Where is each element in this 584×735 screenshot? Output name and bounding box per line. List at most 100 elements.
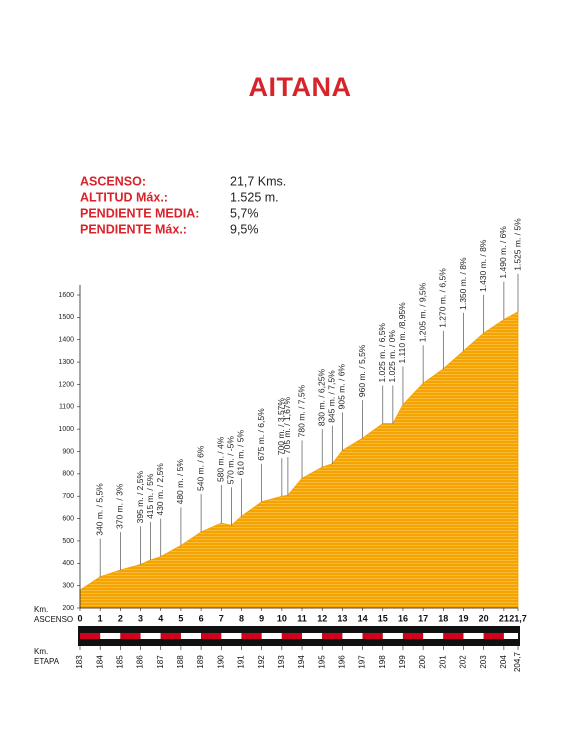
x2-tick-label: 184 xyxy=(95,655,104,669)
km-band-segment xyxy=(423,633,444,639)
y-tick-label: 900 xyxy=(62,448,74,455)
km-band-segment xyxy=(322,633,343,639)
stat-label: PENDIENTE MEDIA: xyxy=(80,206,199,220)
stat-value: 21,7 Kms. xyxy=(230,174,286,188)
km-band-segment xyxy=(382,633,403,639)
x2-tick-label: 199 xyxy=(398,655,407,669)
annotation-label: 960 m. / 5,5% xyxy=(357,344,367,397)
annotation-label: 1.205 m. / 9,5% xyxy=(417,282,427,342)
x-tick-label: 18 xyxy=(438,613,448,623)
y-tick-label: 800 xyxy=(62,471,74,478)
x-tick-label: 4 xyxy=(158,613,163,623)
annotation-label: 1.025 m. / 6,5% xyxy=(377,323,387,383)
annotation-label: 845 m. / 7,5% xyxy=(327,370,337,423)
x-tick-label: 17 xyxy=(418,613,428,623)
y-tick-label: 300 xyxy=(62,582,74,589)
annotation-label: 675 m. / 6,5% xyxy=(256,408,266,461)
x-tick-label: 9 xyxy=(259,613,264,623)
x2-tick-label: 194 xyxy=(297,655,306,669)
km-band-segment xyxy=(281,633,303,639)
x-tick-label: 11 xyxy=(297,613,307,623)
x2-axis-label: ETAPA xyxy=(34,657,60,666)
x2-tick-label: 195 xyxy=(317,655,326,669)
x2-tick-label: 203 xyxy=(479,655,488,669)
annotation-label: 340 m. / 5,5% xyxy=(94,483,104,536)
stat-value: 5,7% xyxy=(230,206,259,220)
annotation-label: 1.490 m. / 6% xyxy=(498,226,508,279)
x-tick-label: 20 xyxy=(479,613,489,623)
stat-label: ALTITUD Máx.: xyxy=(80,190,168,204)
km-band-segment xyxy=(302,633,323,639)
x2-tick-label: 191 xyxy=(237,655,246,669)
x2-tick-label: 183 xyxy=(75,655,84,669)
stat-label: PENDIENTE Máx.: xyxy=(80,222,187,236)
annotation-label: 570 m. / -5% xyxy=(226,436,236,485)
annotation-label: 700 m. / 3,57% xyxy=(276,398,286,456)
title: AITANA xyxy=(249,72,352,102)
km-band-segment xyxy=(483,633,504,639)
x2-axis-label: Km. xyxy=(34,647,48,656)
annotation-label: 430 m. / 2,5% xyxy=(155,463,165,516)
y-tick-label: 400 xyxy=(62,560,74,567)
x-tick-label: 15 xyxy=(378,613,388,623)
y-tick-label: 500 xyxy=(62,538,74,545)
annotation-label: 1.430 m. / 8% xyxy=(478,239,488,292)
annotation-label: 1.525 m. / 5% xyxy=(512,218,522,271)
x2-tick-label: 187 xyxy=(156,655,165,669)
x-tick-label: 6 xyxy=(199,613,204,623)
x-tick-label: 14 xyxy=(358,613,368,623)
km-band-segment xyxy=(463,633,484,639)
y-tick-label: 1100 xyxy=(59,404,74,411)
annotation-label: 580 m. / 4% xyxy=(216,436,226,482)
x-tick-label: 3 xyxy=(138,613,143,623)
y-tick-label: 700 xyxy=(62,493,74,500)
annotation-label: 1.025 m. / 0% xyxy=(387,330,397,383)
annotation-label: 1.350 m. / 8% xyxy=(458,257,468,310)
y-tick-label: 1400 xyxy=(58,337,74,344)
y-tick-label: 200 xyxy=(62,605,74,612)
x-tick-label: 13 xyxy=(337,613,347,623)
x2-tick-label: 186 xyxy=(136,655,145,669)
annotation-label: 370 m. / 3% xyxy=(115,483,125,529)
y-tick-label: 1600 xyxy=(58,292,74,299)
annotation-label: 415 m. / 5% xyxy=(145,473,155,519)
x-tick-label: 10 xyxy=(277,613,287,623)
x2-tick-label: 193 xyxy=(277,655,286,669)
x-axis-label: ASCENSO xyxy=(34,615,73,624)
annotation-label: 540 m. / 6% xyxy=(195,445,205,491)
x2-tick-label: 198 xyxy=(378,655,387,669)
x2-tick-label: 201 xyxy=(438,655,447,669)
km-band-segment xyxy=(342,633,363,639)
km-band-segment xyxy=(443,633,464,639)
km-band-segment xyxy=(120,633,141,639)
x2-tick-label: 196 xyxy=(338,655,347,669)
x2-tick-label: 202 xyxy=(459,655,468,669)
annotation-label: 705 m. / 1,67% xyxy=(282,396,292,454)
km-band-segment xyxy=(100,633,121,639)
x-tick-label: 19 xyxy=(458,613,468,623)
annotation-label: 830 m. / 6,25% xyxy=(316,369,326,427)
km-band-segment xyxy=(180,633,202,639)
annotation-label: 905 m. / 6% xyxy=(337,364,347,410)
km-band-segment xyxy=(201,633,222,639)
stat-value: 1.525 m. xyxy=(230,190,279,204)
x-axis-label: Km. xyxy=(34,605,48,614)
km-band-segment xyxy=(221,633,242,639)
x2-tick-label: 190 xyxy=(216,655,225,669)
x-tick-label: 1 xyxy=(98,613,103,623)
x-tick-label: 8 xyxy=(239,613,244,623)
annotation-label: 480 m. / 5% xyxy=(175,459,185,505)
km-band-segment xyxy=(241,633,262,639)
x-tick-label: 2 xyxy=(118,613,123,623)
profile-area xyxy=(79,311,519,609)
y-tick-label: 1500 xyxy=(58,314,74,321)
km-band-segment xyxy=(80,633,101,639)
y-tick-label: 600 xyxy=(62,515,74,522)
x-tick-label: 16 xyxy=(398,613,408,623)
annotation-label: 610 m. / 5% xyxy=(236,430,246,476)
annotation-label: 395 m. / 2,5% xyxy=(135,471,145,524)
stat-label: ASCENSO: xyxy=(80,174,146,188)
x2-tick-label: 200 xyxy=(418,655,427,669)
km-band-segment xyxy=(402,633,424,639)
